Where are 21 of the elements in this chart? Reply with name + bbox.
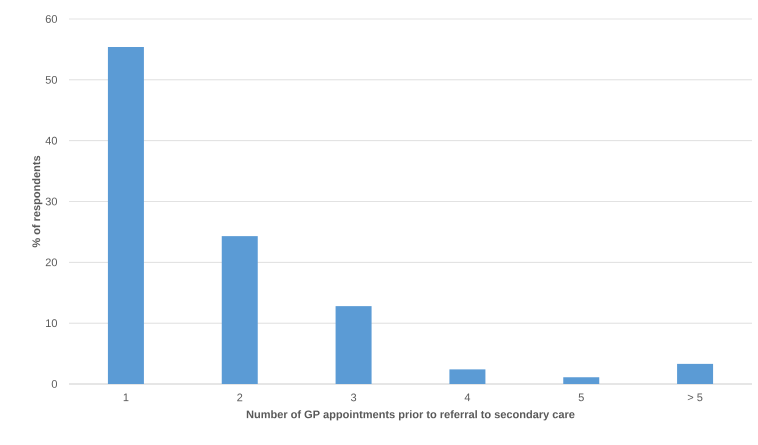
x-axis-title: Number of GP appointments prior to referral to secondary care — [246, 410, 575, 420]
y-tick-label: 50 — [46, 76, 58, 84]
x-tick-label: > 5 — [688, 394, 702, 402]
x-tick-label: 5 — [578, 394, 584, 402]
bar — [677, 364, 714, 384]
y-axis-title: % of respondents — [32, 156, 42, 248]
bar — [563, 377, 600, 384]
x-tick-label: 3 — [350, 394, 356, 402]
x-tick-label: 4 — [464, 394, 470, 402]
bar — [449, 369, 486, 384]
y-tick-label: 60 — [46, 15, 58, 23]
x-tick-label: 2 — [237, 394, 242, 402]
y-tick-label: 0 — [52, 380, 58, 388]
y-tick-label: 20 — [46, 258, 58, 266]
y-tick-label: 30 — [46, 198, 58, 206]
y-tick-label: 40 — [45, 136, 58, 145]
y-tick-label: 10 — [46, 319, 58, 328]
bar — [336, 306, 372, 384]
bar — [108, 46, 144, 384]
x-tick-label: 1 — [124, 394, 128, 402]
bar — [222, 236, 258, 384]
